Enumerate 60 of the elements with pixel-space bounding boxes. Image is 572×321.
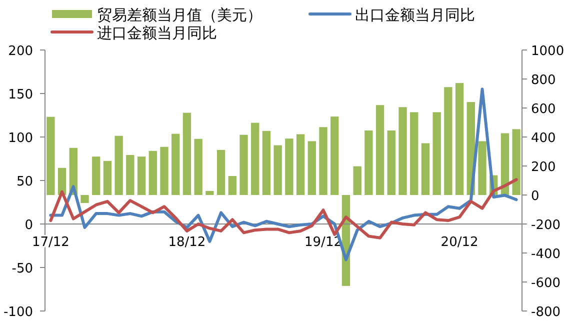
bar	[137, 156, 146, 195]
bar	[206, 190, 214, 195]
bar	[262, 130, 271, 195]
legend-label: 出口金额当月同比	[355, 6, 475, 24]
y-tick-label: 0	[24, 218, 33, 233]
bar	[240, 134, 248, 195]
bar	[444, 87, 452, 195]
y-tick-label: 50	[16, 174, 33, 190]
bar	[398, 107, 407, 195]
y2-tick-label: 600	[531, 102, 556, 117]
x-tick-label: 18/12	[168, 235, 206, 250]
bar	[80, 195, 89, 203]
bar	[228, 176, 236, 195]
bar	[376, 105, 384, 195]
bar	[285, 138, 294, 195]
bar	[478, 141, 486, 195]
y2-tick-label: 400	[531, 131, 556, 146]
y-tick-label: 100	[8, 131, 33, 146]
y2-tick-label: -600	[531, 276, 561, 291]
bar	[296, 134, 305, 195]
bar	[148, 150, 157, 195]
y-tick-label: -50	[12, 262, 33, 276]
bar	[92, 156, 100, 195]
bar	[251, 122, 260, 195]
bar	[319, 127, 328, 195]
y-tick-label: 150	[8, 88, 33, 102]
y2-tick-label: 0	[531, 189, 540, 204]
bar	[308, 141, 316, 195]
bar	[330, 116, 339, 195]
bar	[274, 145, 282, 195]
bar	[194, 138, 202, 195]
x-tick-label: 17/12	[32, 235, 70, 250]
bar	[172, 134, 180, 195]
y2-tick-label: 1000	[531, 44, 564, 59]
bar	[182, 112, 192, 195]
bar	[512, 129, 520, 195]
legend-label: 贸易差额当月值（美元）	[97, 6, 262, 24]
bar	[126, 154, 134, 195]
x-tick-label: 20/12	[440, 235, 478, 250]
y2-tick-label: -800	[531, 305, 561, 320]
bar	[103, 160, 112, 195]
y-tick-label: 200	[8, 44, 33, 59]
bar	[114, 136, 123, 195]
y-tick-label: -100	[3, 305, 33, 320]
bar	[216, 150, 226, 195]
bar	[500, 133, 510, 195]
bar	[410, 112, 418, 195]
bar	[364, 130, 373, 195]
bar	[421, 143, 430, 195]
bar	[160, 146, 168, 195]
bar	[46, 116, 55, 195]
bar	[387, 130, 396, 195]
bar	[432, 112, 441, 195]
bar	[353, 166, 362, 195]
y2-tick-label: -400	[531, 247, 561, 262]
y2-tick-label: 800	[531, 73, 556, 88]
y2-tick-label: -200	[531, 218, 561, 233]
bar	[455, 83, 464, 195]
y2-tick-label: 200	[531, 160, 556, 175]
legend-label: 进口金额当月同比	[97, 24, 217, 42]
